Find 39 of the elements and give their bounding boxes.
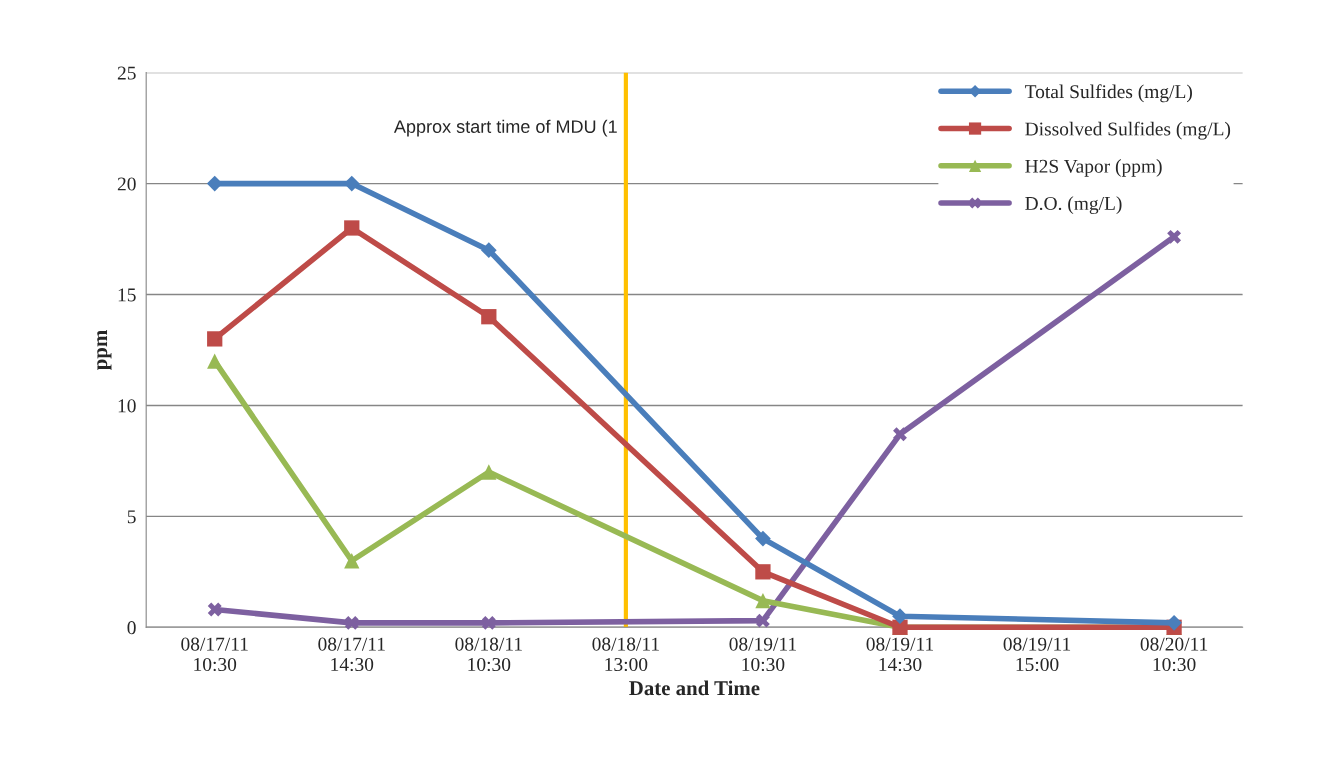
point (755, 593, 771, 609)
legend-label: H2S Vapor (ppm) (1025, 159, 1162, 177)
legend-label: D.O. (mg/L) (1025, 196, 1122, 215)
y-tick-label: 0 (127, 621, 136, 635)
y-axis-title: ppm (97, 330, 112, 370)
point (481, 615, 496, 630)
point (755, 613, 770, 628)
point (207, 331, 223, 347)
y-tick-label: 20 (117, 177, 136, 191)
point (207, 602, 222, 617)
x-tick-label: 08/19/11 14:30 (866, 637, 934, 672)
point (1166, 615, 1182, 631)
x-tick-label: 08/17/11 14:30 (318, 637, 385, 672)
x-axis-title: Date and Time (629, 680, 760, 696)
legend-label: Dissolved Sulfides (mg/L) (1025, 121, 1231, 140)
point (480, 242, 497, 259)
point (344, 553, 360, 569)
x-tick-label: 08/19/11 10:30 (729, 637, 796, 672)
point (481, 309, 497, 325)
x-tick-label: 08/18/11 13:00 (592, 637, 659, 672)
legend-label: Total Sulfides (mg/L) (1024, 84, 1192, 103)
point (893, 427, 907, 442)
point (755, 564, 771, 580)
x-tick-label: 08/17/11 10:30 (181, 637, 248, 672)
point (755, 530, 771, 547)
ref-line-label: Approx start time of MDU (1 (393, 119, 617, 137)
point (207, 353, 223, 369)
point (1167, 229, 1182, 244)
x-tick-label: 08/20/11 10:30 (1140, 637, 1208, 672)
x-tick-label: 08/19/11 15:00 (1003, 637, 1071, 672)
point (344, 615, 359, 630)
y-tick-label: 15 (118, 288, 136, 302)
point (481, 464, 497, 480)
y-tick-label: 25 (117, 66, 136, 80)
y-tick-label: 5 (127, 510, 136, 524)
point (344, 220, 360, 236)
x-tick-label: 08/18/11 10:30 (455, 637, 522, 672)
y-tick-label: 10 (118, 399, 136, 413)
point (892, 608, 908, 625)
